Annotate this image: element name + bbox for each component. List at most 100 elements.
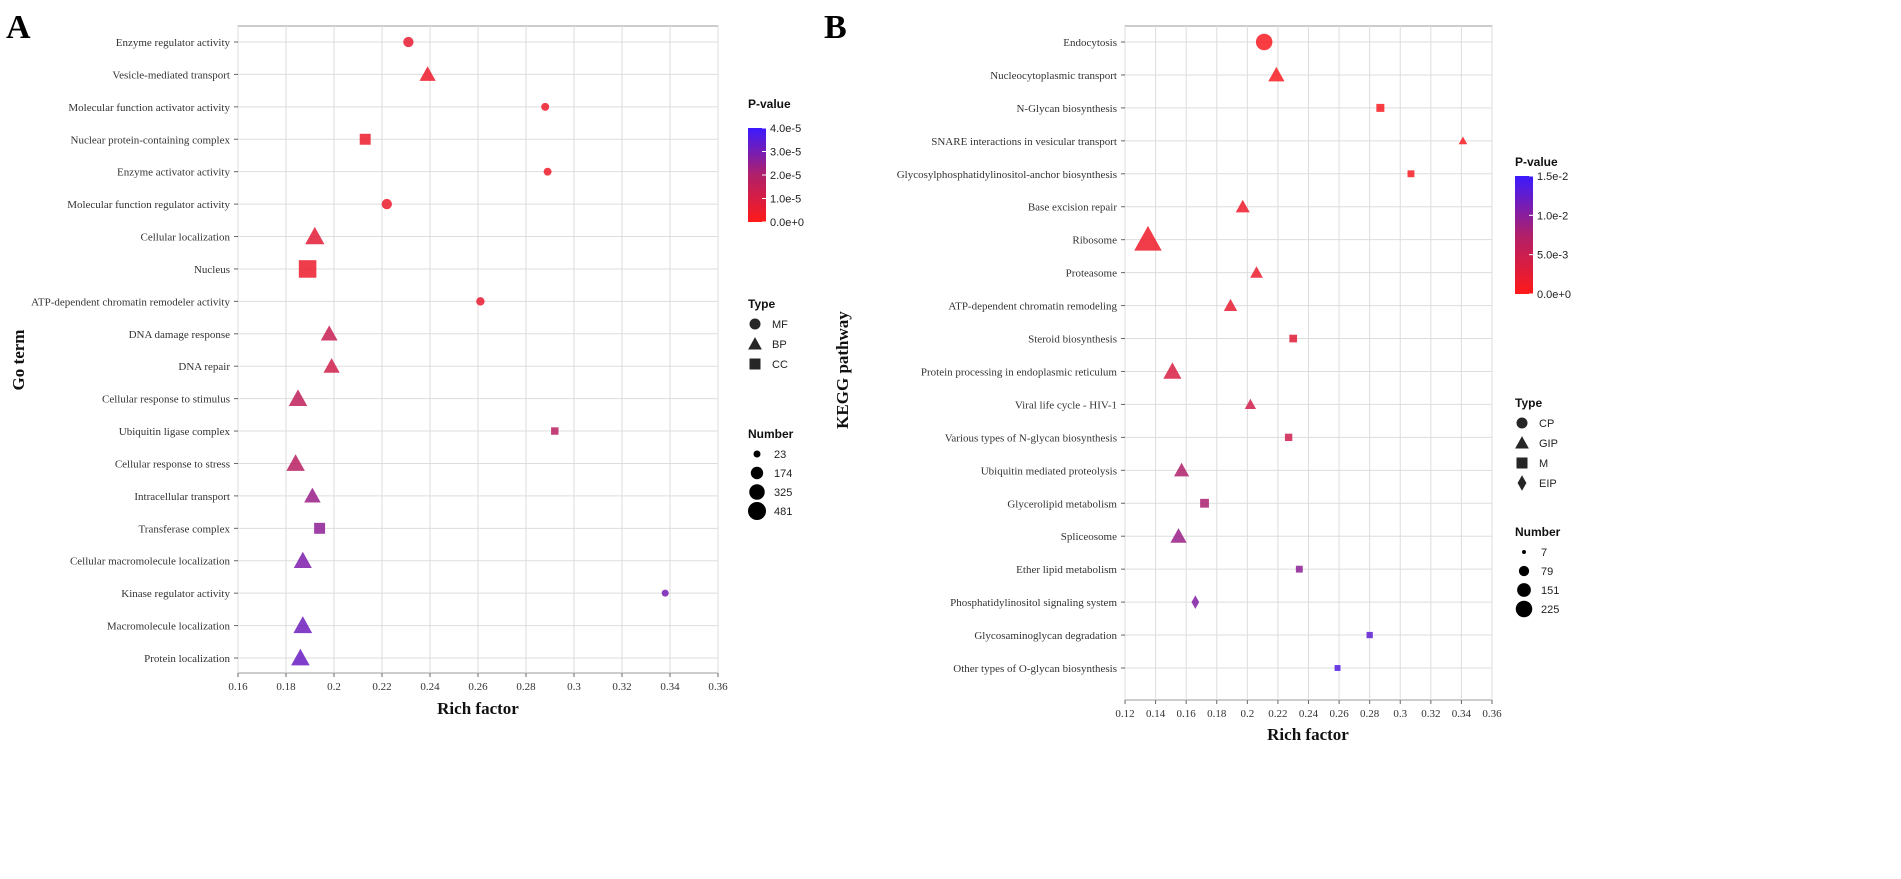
- number-legend-label: 79: [1541, 566, 1553, 578]
- x-tick-label: 0.3: [567, 681, 581, 693]
- x-tick-label: 0.36: [708, 681, 728, 693]
- x-tick-label: 0.18: [276, 681, 296, 693]
- data-point: [314, 522, 326, 534]
- colorbar-tick-label: 4.0e-5: [770, 123, 801, 135]
- colorbar-tick-label: 2.0e-5: [770, 170, 801, 182]
- category-label: SNARE interactions in vesicular transpor…: [931, 136, 1117, 148]
- colorbar-tick-label: 1.0e-2: [1537, 210, 1568, 222]
- colorbar-tick-label: 3.0e-5: [770, 147, 801, 159]
- category-label: Nucleus: [194, 264, 230, 276]
- category-label: Proteasome: [1066, 268, 1117, 280]
- data-point: [286, 454, 305, 471]
- category-label: Molecular function activator activity: [68, 102, 230, 114]
- data-point: [1376, 103, 1385, 112]
- x-tick-label: 0.22: [1268, 708, 1287, 720]
- category-label: Transferase complex: [138, 523, 230, 535]
- category-label: Nucleocytoplasmic transport: [990, 70, 1117, 82]
- x-tick-label: 0.26: [1329, 708, 1349, 720]
- category-label: Ether lipid metabolism: [1016, 564, 1117, 576]
- data-point: [551, 427, 559, 435]
- colorbar-tick-label: 0.0e+0: [1537, 289, 1571, 301]
- data-point: [1173, 462, 1190, 477]
- number-legend-label: 225: [1541, 604, 1559, 616]
- x-tick-label: 0.3: [1393, 708, 1407, 720]
- type-legend-label: M: [1539, 458, 1548, 470]
- data-point: [298, 260, 317, 278]
- category-label: Ubiquitin mediated proteolysis: [981, 465, 1117, 477]
- category-label: Various types of N-glycan biosynthesis: [945, 432, 1117, 444]
- category-label: Ubiquitin ligase complex: [119, 426, 231, 438]
- x-tick-label: 0.16: [228, 681, 248, 693]
- data-point: [1255, 33, 1273, 51]
- data-point: [1200, 498, 1209, 508]
- category-label: Intracellular transport: [134, 491, 230, 503]
- data-point: [293, 616, 313, 634]
- x-tick-label: 0.24: [420, 681, 440, 693]
- colorbar-tick-label: 1.0e-5: [770, 194, 801, 206]
- x-axis-title: Rich factor: [1267, 725, 1349, 744]
- number-legend-label: 481: [774, 506, 792, 518]
- category-label: ATP-dependent chromatin remodeler activi…: [31, 296, 230, 308]
- data-point: [304, 487, 321, 503]
- category-label: Enzyme activator activity: [117, 167, 231, 179]
- type-legend-title: Type: [1515, 396, 1542, 410]
- panel-a: 0.16 0.18 0.2 0.22 0.24 0.26 0.28 0.3 0.32 0.34 0.…: [6, 9, 804, 718]
- number-legend-label: 174: [774, 468, 792, 480]
- category-label: Enzyme regulator activity: [116, 37, 231, 49]
- y-axis-title: KEGG pathway: [833, 311, 852, 429]
- number-legend-marker: [748, 502, 766, 520]
- type-legend-label: GIP: [1539, 438, 1558, 450]
- data-point: [288, 389, 308, 407]
- data-point: [305, 226, 325, 245]
- number-legend-marker: [1517, 583, 1531, 597]
- category-label: Nuclear protein-containing complex: [71, 134, 231, 146]
- number-legend-label: 7: [1541, 547, 1547, 559]
- category-label: Endocytosis: [1063, 37, 1117, 49]
- x-tick-label: 0.18: [1207, 708, 1227, 720]
- type-legend-label: EIP: [1539, 478, 1557, 490]
- data-point: [1235, 199, 1250, 213]
- x-tick-label: 0.32: [612, 681, 631, 693]
- category-label: Protein localization: [144, 653, 230, 665]
- data-point: [1458, 136, 1468, 145]
- category-label: Cellular macromolecule localization: [70, 556, 231, 568]
- data-point: [1366, 631, 1373, 639]
- type-legend-marker: [1515, 436, 1529, 449]
- category-label: Phosphatidylinositol signaling system: [950, 597, 1117, 609]
- data-point: [323, 358, 340, 373]
- x-tick-label: 0.32: [1421, 708, 1440, 720]
- type-legend-marker: [748, 337, 762, 350]
- data-point: [419, 66, 436, 81]
- number-legend-label: 23: [774, 449, 786, 461]
- data-point: [1334, 665, 1341, 671]
- data-point: [1134, 225, 1162, 251]
- data-point: [543, 167, 552, 176]
- type-legend-label: BP: [772, 339, 787, 351]
- category-label: Vesicle-mediated transport: [112, 69, 230, 81]
- category-label: DNA damage response: [129, 329, 231, 341]
- category-label: Spliceosome: [1061, 531, 1117, 543]
- data-point: [320, 325, 338, 341]
- x-tick-label: 0.14: [1146, 708, 1166, 720]
- colorbar-tick-label: 1.5e-2: [1537, 171, 1568, 183]
- x-tick-label: 0.34: [660, 681, 680, 693]
- type-legend-marker: [749, 318, 761, 330]
- number-legend-title: Number: [748, 427, 794, 441]
- number-legend-label: 151: [1541, 585, 1559, 597]
- data-point: [476, 297, 485, 306]
- number-legend-marker: [753, 450, 761, 458]
- x-tick-label: 0.36: [1482, 708, 1502, 720]
- pvalue-colorbar: [1515, 176, 1533, 294]
- panel-label: B: [824, 9, 847, 46]
- data-point: [1163, 362, 1182, 379]
- x-tick-label: 0.16: [1177, 708, 1197, 720]
- category-label: Steroid biosynthesis: [1028, 334, 1117, 346]
- data-point: [661, 589, 669, 597]
- data-point: [1407, 170, 1415, 178]
- data-point: [541, 102, 550, 111]
- type-legend-label: CC: [772, 359, 788, 371]
- data-point: [1289, 334, 1298, 343]
- category-label: Viral life cycle - HIV-1: [1015, 399, 1117, 411]
- number-legend-marker: [749, 484, 765, 500]
- category-label: DNA repair: [178, 361, 230, 373]
